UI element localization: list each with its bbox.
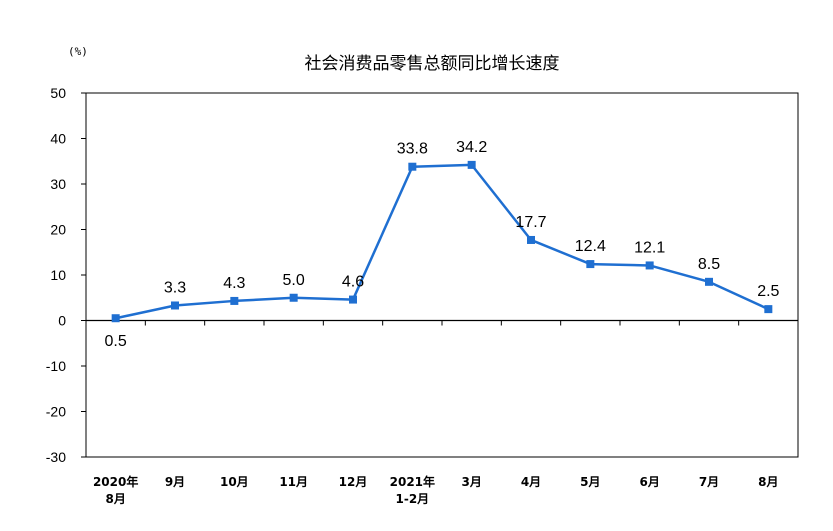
y-tick-label: -20: [46, 404, 66, 420]
x-tick-label: 9月: [165, 475, 185, 489]
y-tick-label: 40: [50, 131, 66, 147]
series-growth-rate: [111, 160, 773, 323]
data-label: 4.3: [223, 275, 245, 292]
x-tick-label: 10月: [220, 475, 249, 489]
y-tick-label: 50: [50, 85, 66, 101]
y-tick-label: 10: [50, 267, 66, 283]
x-tick-label: 11月: [279, 475, 308, 489]
chart-title: 社会消费品零售总额同比增长速度: [305, 54, 560, 74]
y-tick-label: 30: [50, 176, 66, 192]
data-label: 5.0: [283, 272, 305, 289]
data-label: 12.1: [634, 239, 665, 256]
data-point: [764, 305, 773, 314]
data-label: 8.5: [698, 256, 720, 273]
x-tick-label: 2021年 1-2月: [390, 474, 435, 506]
data-point: [171, 301, 179, 310]
x-tick-label: 2020年 8月: [93, 474, 138, 506]
data-point: [349, 295, 357, 304]
plot-area: [85, 92, 799, 458]
data-point: [289, 293, 298, 302]
x-tick-label: 12月: [339, 475, 368, 489]
data-label: 4.6: [342, 274, 364, 291]
data-label: 17.7: [515, 214, 546, 231]
data-point: [230, 296, 239, 305]
data-label: 0.5: [105, 333, 127, 350]
x-axis: 2020年 8月 9月 10月 11月 12月 2021年 1-2月 3月 4月 5月 6月 7月 8月: [93, 320, 779, 506]
x-tick-label: 8月: [758, 475, 778, 489]
y-tick-label: -10: [46, 358, 66, 374]
unit-label: (%): [68, 45, 88, 58]
series-line: [115, 163, 769, 320]
data-label: 12.4: [575, 238, 606, 255]
data-point: [408, 162, 417, 171]
data-point: [111, 314, 120, 323]
data-point: [467, 160, 476, 169]
y-tick-label: 20: [50, 222, 66, 238]
x-tick-label: 3月: [461, 475, 481, 489]
y-tick-label: 0: [58, 313, 66, 329]
data-point: [586, 260, 595, 269]
data-point: [705, 277, 713, 286]
y-tick-label: -30: [46, 449, 66, 465]
x-tick-label: 4月: [521, 475, 541, 489]
x-tick-label: 5月: [580, 475, 600, 489]
x-tick-label: 6月: [639, 475, 659, 489]
data-label: 2.5: [757, 283, 779, 300]
x-tick-label: 7月: [699, 475, 719, 489]
data-label: 34.2: [456, 139, 487, 156]
data-labels: 0.5 3.3 4.3 5.0 4.6 33.8 34.2 17.7 12.4 12.1 8.5 2.…: [105, 139, 780, 350]
data-point: [527, 235, 535, 244]
data-point: [645, 261, 654, 270]
data-label: 33.8: [397, 141, 428, 158]
data-label: 3.3: [164, 279, 186, 296]
